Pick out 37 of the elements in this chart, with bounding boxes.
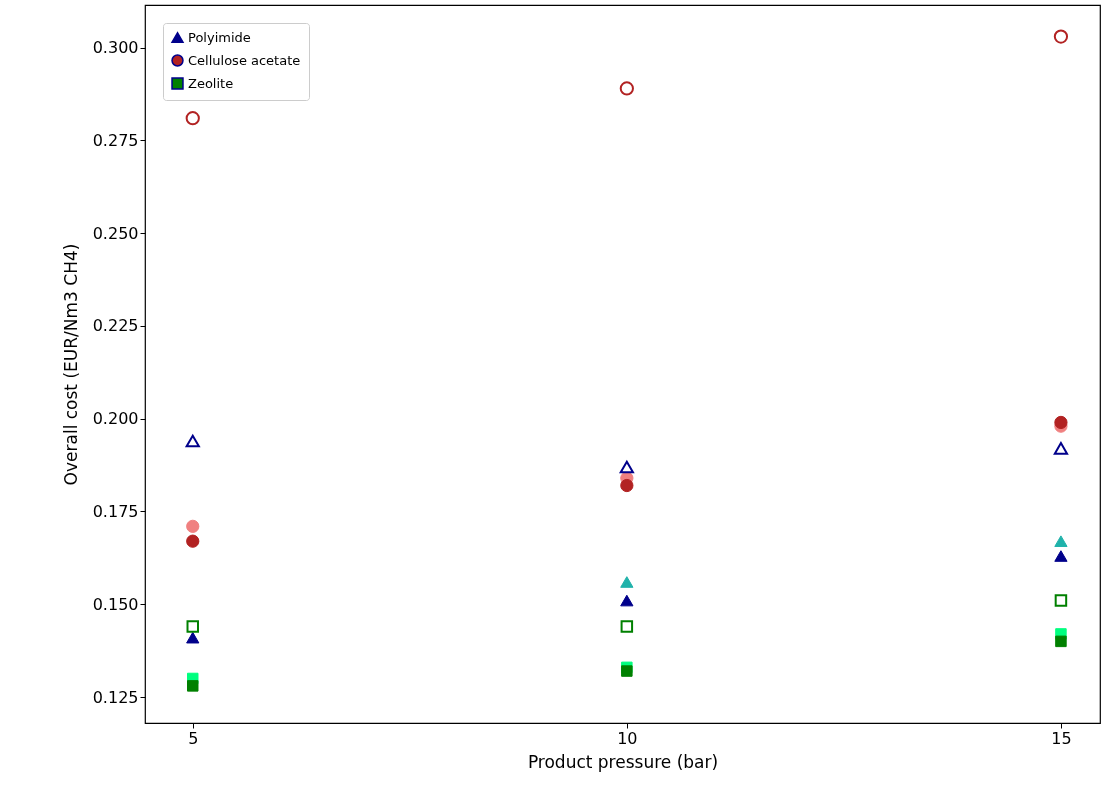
- y-tick-label: 0.250: [92, 223, 139, 243]
- point: [1054, 550, 1068, 562]
- legend-label: Zeolite: [188, 75, 234, 91]
- legend-label: Cellulose acetate: [188, 52, 301, 68]
- x-axis-title: Product pressure (bar): [527, 751, 719, 772]
- point: [186, 519, 200, 533]
- point: [186, 620, 199, 633]
- y-tick-label: 0.225: [92, 316, 139, 336]
- point: [186, 631, 200, 644]
- x-tick-label: 10: [617, 728, 638, 748]
- point: [187, 680, 199, 692]
- point: [185, 111, 200, 126]
- point: [619, 460, 634, 474]
- point: [620, 576, 634, 588]
- point: [620, 620, 634, 633]
- legend-label: Polyimide: [188, 29, 251, 45]
- point: [621, 665, 633, 677]
- x-tick-label: 15: [1051, 728, 1072, 748]
- y-tick-label: 0.175: [92, 502, 139, 521]
- point: [186, 534, 200, 548]
- point: [1055, 635, 1067, 648]
- x-tick-label: 5: [188, 728, 199, 748]
- point: [620, 478, 634, 493]
- y-tick-label: 0.275: [92, 130, 139, 150]
- point: [185, 434, 200, 448]
- y-axis-title: Overall cost (EUR/Nm3 CH4): [60, 243, 81, 486]
- point: [620, 594, 634, 607]
- point: [1053, 442, 1069, 455]
- point: [1053, 29, 1069, 44]
- y-tick-label: 0.300: [92, 38, 139, 58]
- point: [1054, 594, 1068, 607]
- point: [1054, 415, 1068, 430]
- y-tick-label: 0.125: [92, 687, 139, 707]
- point: [619, 81, 634, 96]
- y-tick-label: 0.150: [92, 594, 139, 614]
- y-tick-label: 0.200: [92, 409, 139, 429]
- point: [1054, 535, 1068, 547]
